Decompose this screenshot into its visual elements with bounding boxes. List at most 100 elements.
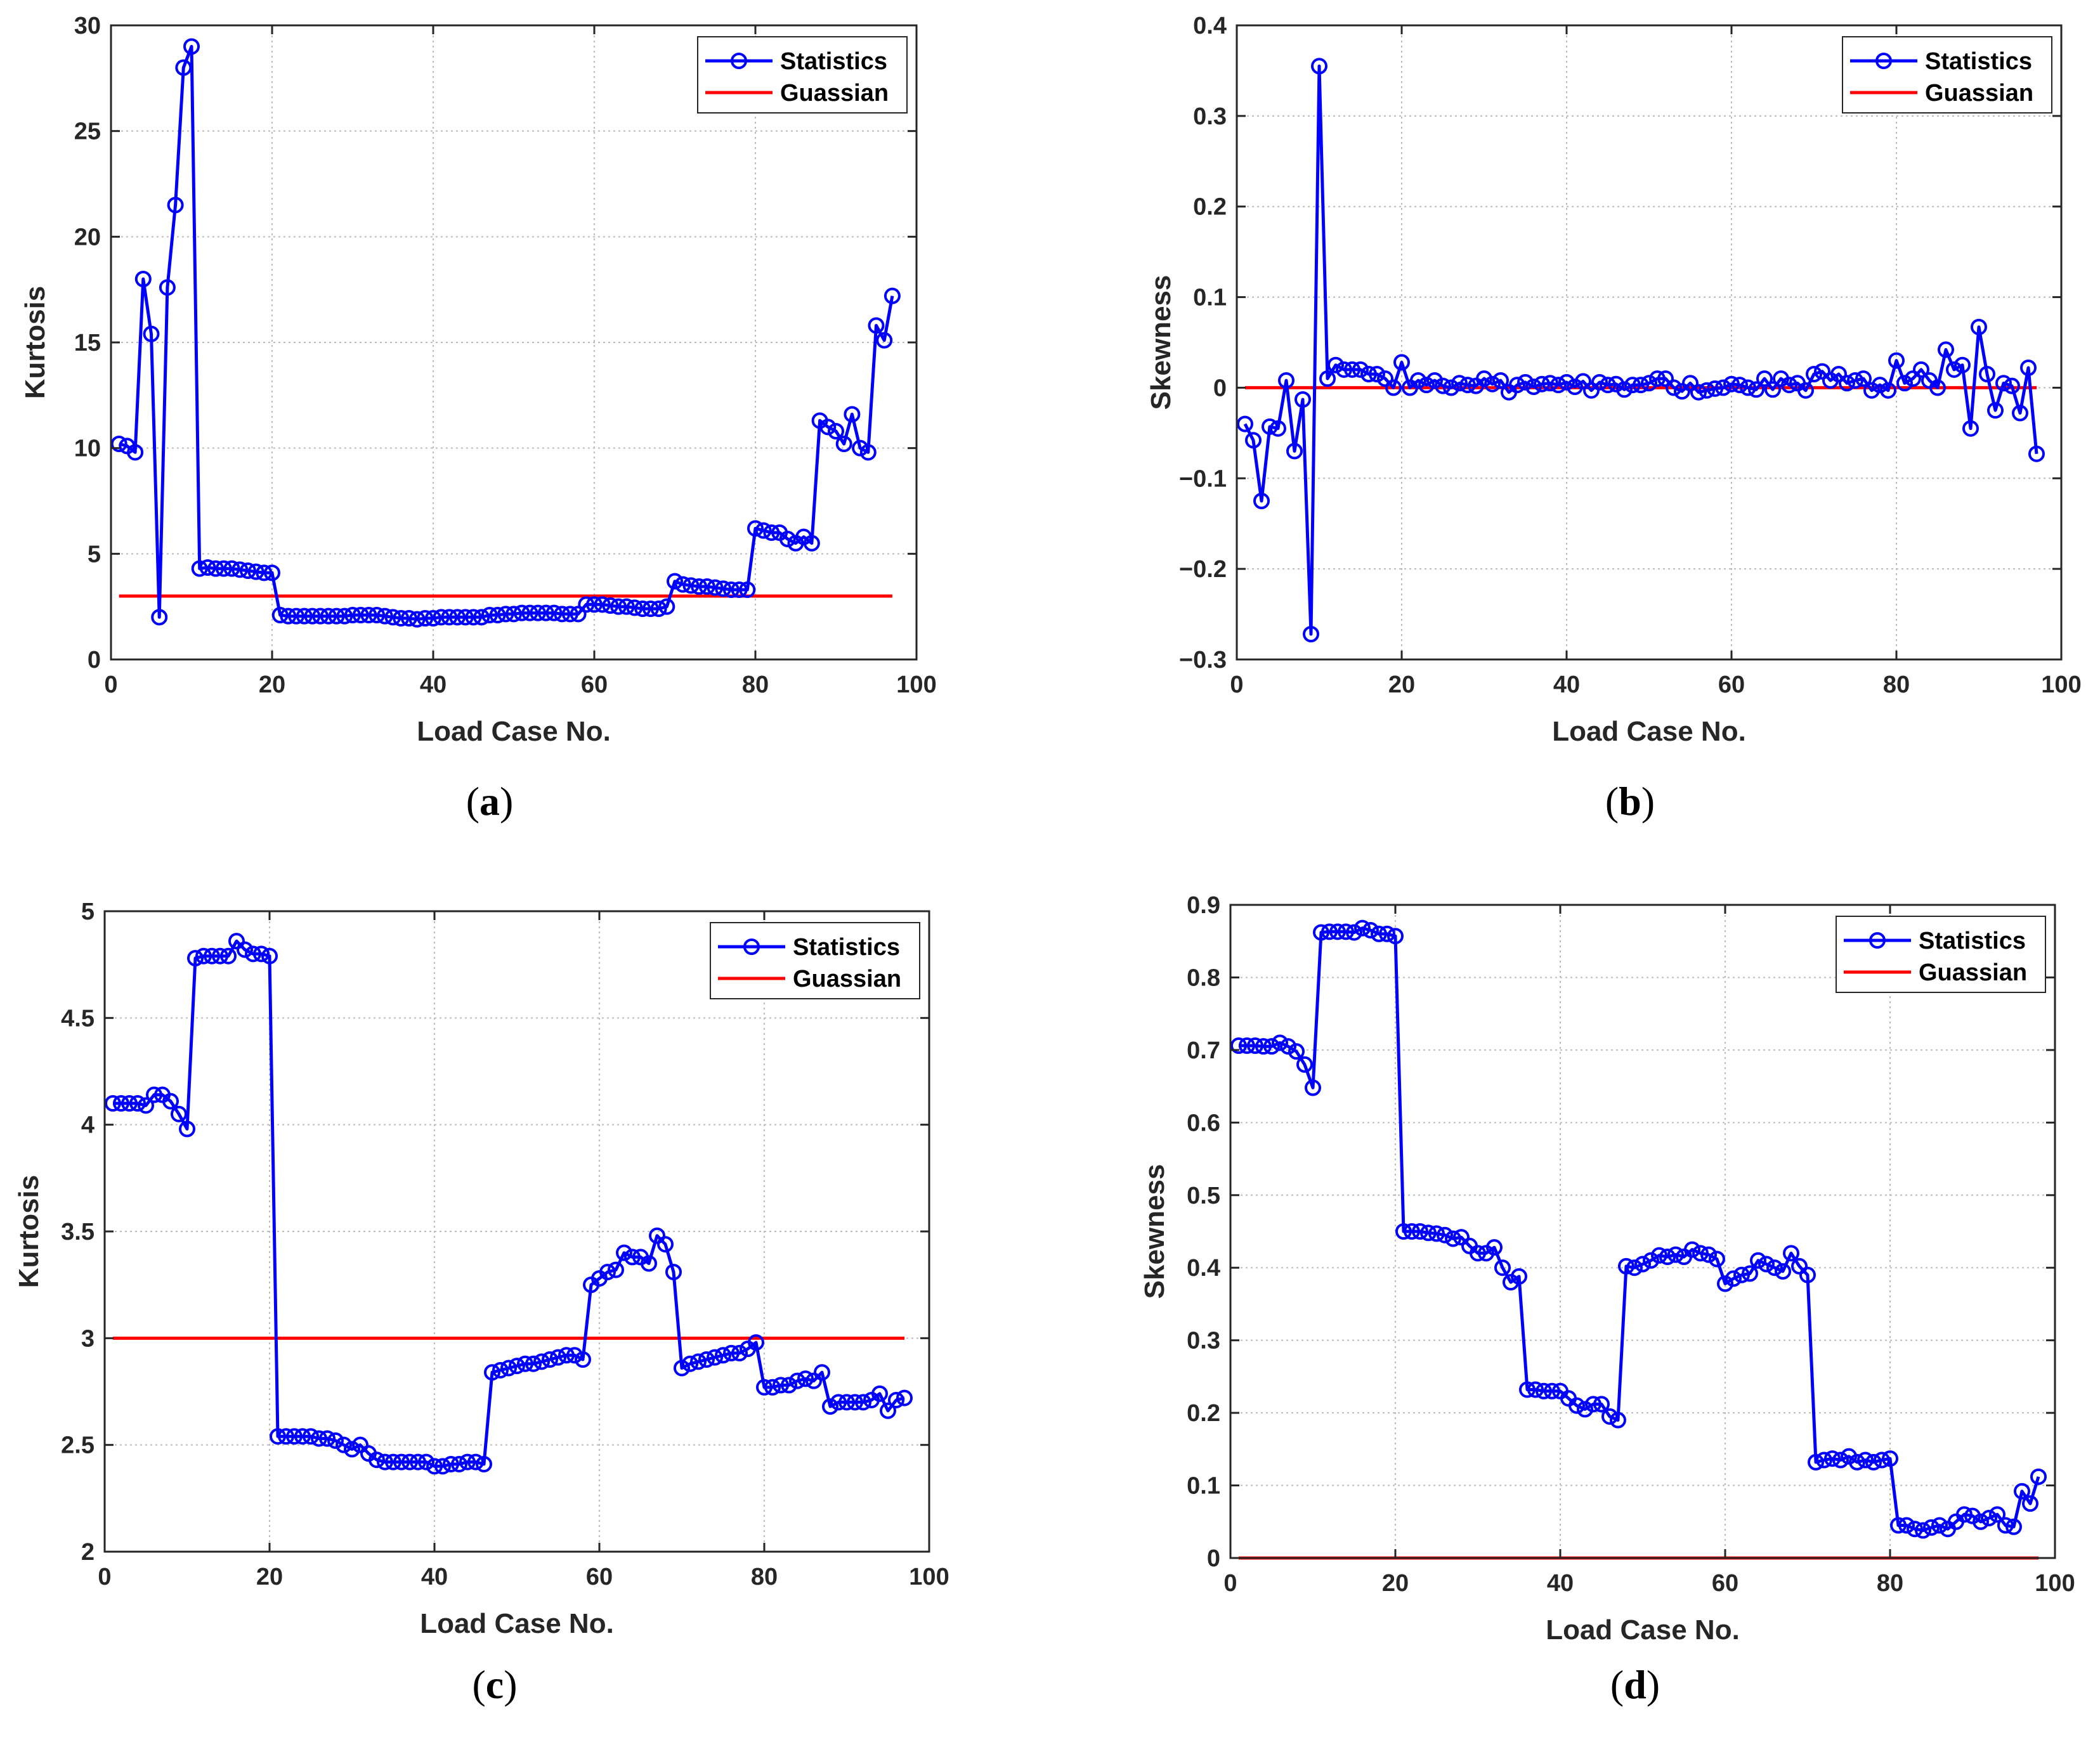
data-point [1641,375,1657,392]
data-point [847,1394,863,1411]
data-point [1412,1223,1428,1240]
data-point [303,1428,319,1445]
x-tick-label: 0 [1230,672,1243,698]
axes-box [1229,904,2056,1559]
data-point [773,1377,789,1394]
legend-box [697,36,908,114]
data-point [1781,377,1797,394]
data-point [554,606,571,623]
data-point [1593,1396,1610,1413]
data-point [1420,1224,1437,1242]
data-point [747,520,764,537]
data-point [1849,1453,1865,1471]
data-point [1352,361,1369,378]
data-point [336,607,353,625]
y-tick-label: −0.3 [1179,647,1227,673]
x-axis-title: Load Case No. [1552,716,1746,747]
y-tick-label: −0.2 [1179,556,1227,583]
data-point [239,562,256,579]
data-point [105,1095,121,1112]
y-axis-title: Skewness [1139,1164,1170,1299]
data-point [1874,1451,1890,1469]
data-point [1766,1259,1783,1276]
data-point [1255,1038,1272,1055]
data-point [294,1428,311,1445]
y-axis-title: Kurtosis [20,286,51,399]
legend-box [1836,916,2046,993]
data-point [1814,363,1830,380]
data-point [1296,1056,1313,1073]
data-point [1808,1453,1824,1471]
data-point [1806,366,1822,382]
chart-panel-b: 0 20 40 60 80 100 −0.3 −0.2 −0.1 0 0.1 0.2 0.3 0.4 Loa… [1145,13,2082,824]
data-point [1832,1451,1849,1469]
data-point [352,1436,368,1453]
data-point [1764,381,1781,398]
data-point [1616,381,1633,398]
x-axis-title: Load Case No. [1546,1614,1740,1646]
x-tick-label: 0 [98,1564,111,1590]
data-point [1956,1506,1973,1523]
x-tick-label: 60 [1718,672,1745,698]
y-tick-label: 4 [81,1112,95,1139]
data-point [256,564,273,581]
data-point [880,1402,896,1419]
y-axis-title: Kurtosis [13,1175,44,1288]
data-point [1989,1506,2005,1523]
data-point [368,607,386,623]
data-point [1634,1256,1651,1273]
data-point [533,1353,550,1370]
data-point [492,1361,509,1379]
data-point [513,604,530,621]
y-tick-label: 0.7 [1187,1037,1220,1064]
data-point [311,1430,327,1447]
data-point [1855,370,1872,387]
data-point [756,1379,773,1396]
legend-series-marker [1875,53,1892,69]
data-point [1247,1037,1263,1055]
data-point [561,606,578,623]
data-point [1295,391,1311,408]
axes-box [1236,24,2063,661]
data-point [1354,919,1371,937]
y-tick-label: 3 [81,1325,95,1352]
x-tick-label: 40 [1553,672,1580,698]
data-point [868,317,885,334]
y-tick-label: 0 [1213,375,1227,401]
y-tick-label: 2.5 [61,1432,95,1459]
data-point [707,579,724,596]
data-point [658,598,675,615]
data-point [1410,372,1426,389]
data-point [352,607,369,623]
data-point [805,1372,822,1389]
data-point [1717,1275,1733,1292]
data-point [195,947,212,964]
data-point [377,1453,393,1471]
panel-label: (d) [1610,1662,1660,1707]
data-point [578,596,595,613]
data-point [1946,361,1962,378]
data-point [545,604,563,621]
legend: Statistics Guassian [697,36,908,114]
data-point [121,1095,138,1112]
data-point [844,406,861,423]
data-point [1395,1223,1412,1240]
plot-area [1237,25,2061,659]
data-point [497,606,514,623]
data-point [828,423,844,439]
legend: Statistics Guassian [1836,916,2046,993]
data-point [1263,1038,1280,1055]
data-point [1898,1517,1915,1534]
data-point [1624,377,1641,394]
data-point [280,607,297,625]
x-tick-label: 20 [259,672,285,698]
data-point [401,1453,418,1471]
data-point [237,941,253,958]
data-point [781,1377,797,1394]
plot-area [1230,905,2055,1558]
y-tick-label: 0.1 [1193,285,1227,311]
legend-reference-label: Guassian [793,966,901,992]
data-point [1692,1245,1709,1262]
data-point [327,1432,344,1449]
data-point [859,444,877,461]
